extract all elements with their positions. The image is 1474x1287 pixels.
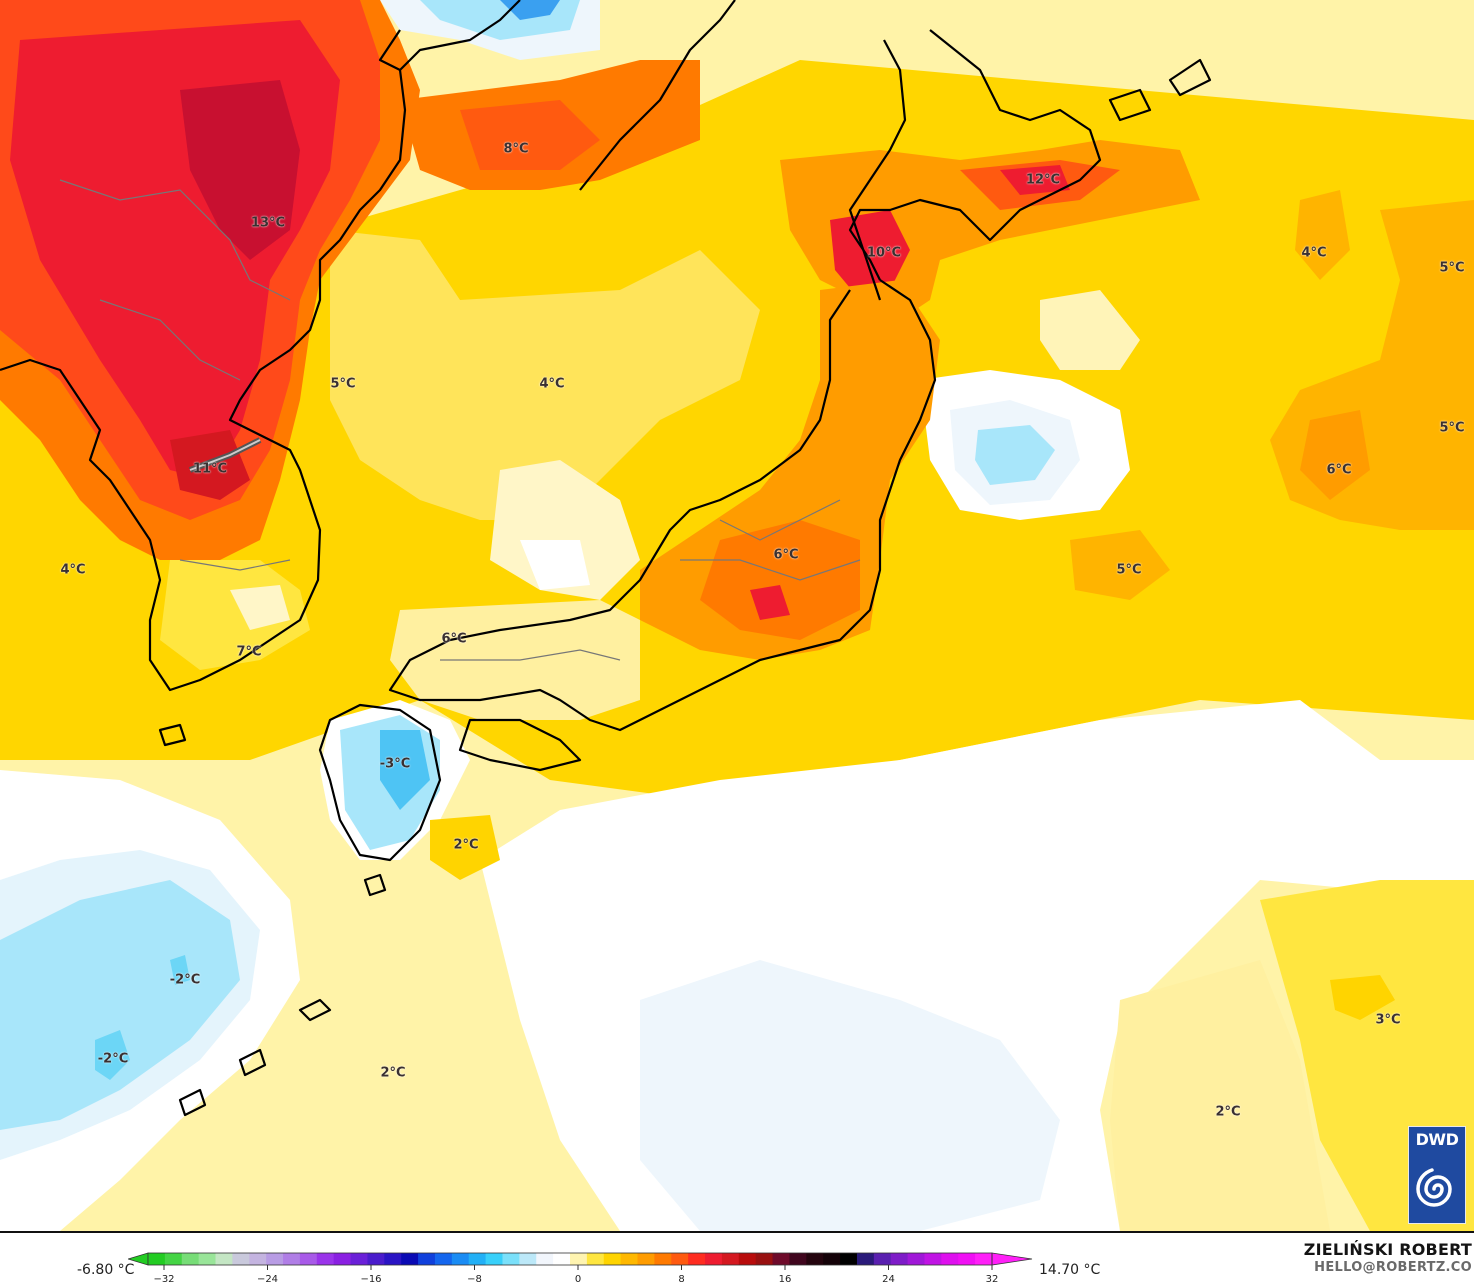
temperature-label: 5°C (330, 376, 356, 392)
colorbar-tick-label: 32 (985, 1274, 999, 1285)
temperature-label: 13°C (250, 215, 286, 231)
colorbar-tick-label: −24 (256, 1274, 279, 1285)
temperature-label: 8°C (503, 141, 529, 157)
temperature-anomaly-map: 13°C 8°C 12°C 10°C 4°C 5°C 5°C 4°C 5°C 11°C 6°C 6°C… (0, 0, 1474, 1233)
temperature-label: 4°C (1301, 245, 1327, 261)
temperature-label: 6°C (773, 547, 799, 563)
author-name: ZIELIŃSKI ROBERT (1303, 1240, 1472, 1259)
author-credit: ZIELIŃSKI ROBERT HELLO@ROBERTZ.CO (1304, 1240, 1472, 1275)
temperature-label: -2°C (169, 972, 201, 988)
spiral-icon (1416, 1168, 1452, 1207)
map-fill-layer (0, 0, 1474, 1231)
dwd-logo-text: DWD (1415, 1130, 1459, 1149)
temperature-label: 4°C (60, 562, 86, 578)
colorbar-tick-label: −16 (360, 1274, 382, 1285)
temperature-label: -3°C (379, 756, 411, 772)
temperature-label: 2°C (453, 837, 479, 853)
colorbar-max-value: 14.70 °C (1039, 1262, 1101, 1278)
temperature-label: 6°C (441, 631, 467, 647)
temperature-label: 10°C (866, 245, 902, 261)
temperature-label: 2°C (1215, 1104, 1241, 1120)
colorbar-tick-label: −32 (153, 1274, 175, 1285)
colorbar-tick-label: −8 (467, 1274, 482, 1285)
colorbar-min-value: -6.80 °C (77, 1262, 135, 1278)
dwd-logo: DWD (1408, 1126, 1466, 1224)
temperature-label: 3°C (1375, 1012, 1401, 1028)
temperature-label: 11°C (192, 461, 228, 477)
temperature-label: 5°C (1439, 260, 1465, 276)
colorbar (128, 1252, 1033, 1270)
temperature-label: 4°C (539, 376, 565, 392)
temperature-label: 5°C (1439, 420, 1465, 436)
colorbar-tick-label: 0 (574, 1274, 582, 1285)
temperature-label: 6°C (1326, 462, 1352, 478)
temperature-label: 5°C (1116, 562, 1142, 578)
temperature-label: 12°C (1025, 172, 1061, 188)
temperature-label: 2°C (380, 1065, 406, 1081)
colorbar-tick-label: 24 (882, 1274, 895, 1285)
colorbar-tick-label: 16 (778, 1274, 792, 1285)
colorbar-tick-label: 8 (678, 1274, 685, 1285)
author-email: HELLO@ROBERTZ.CO (1314, 1260, 1472, 1275)
temperature-label: 7°C (236, 644, 262, 660)
temperature-label: -2°C (97, 1051, 129, 1067)
coastline-layer (0, 0, 1212, 1117)
